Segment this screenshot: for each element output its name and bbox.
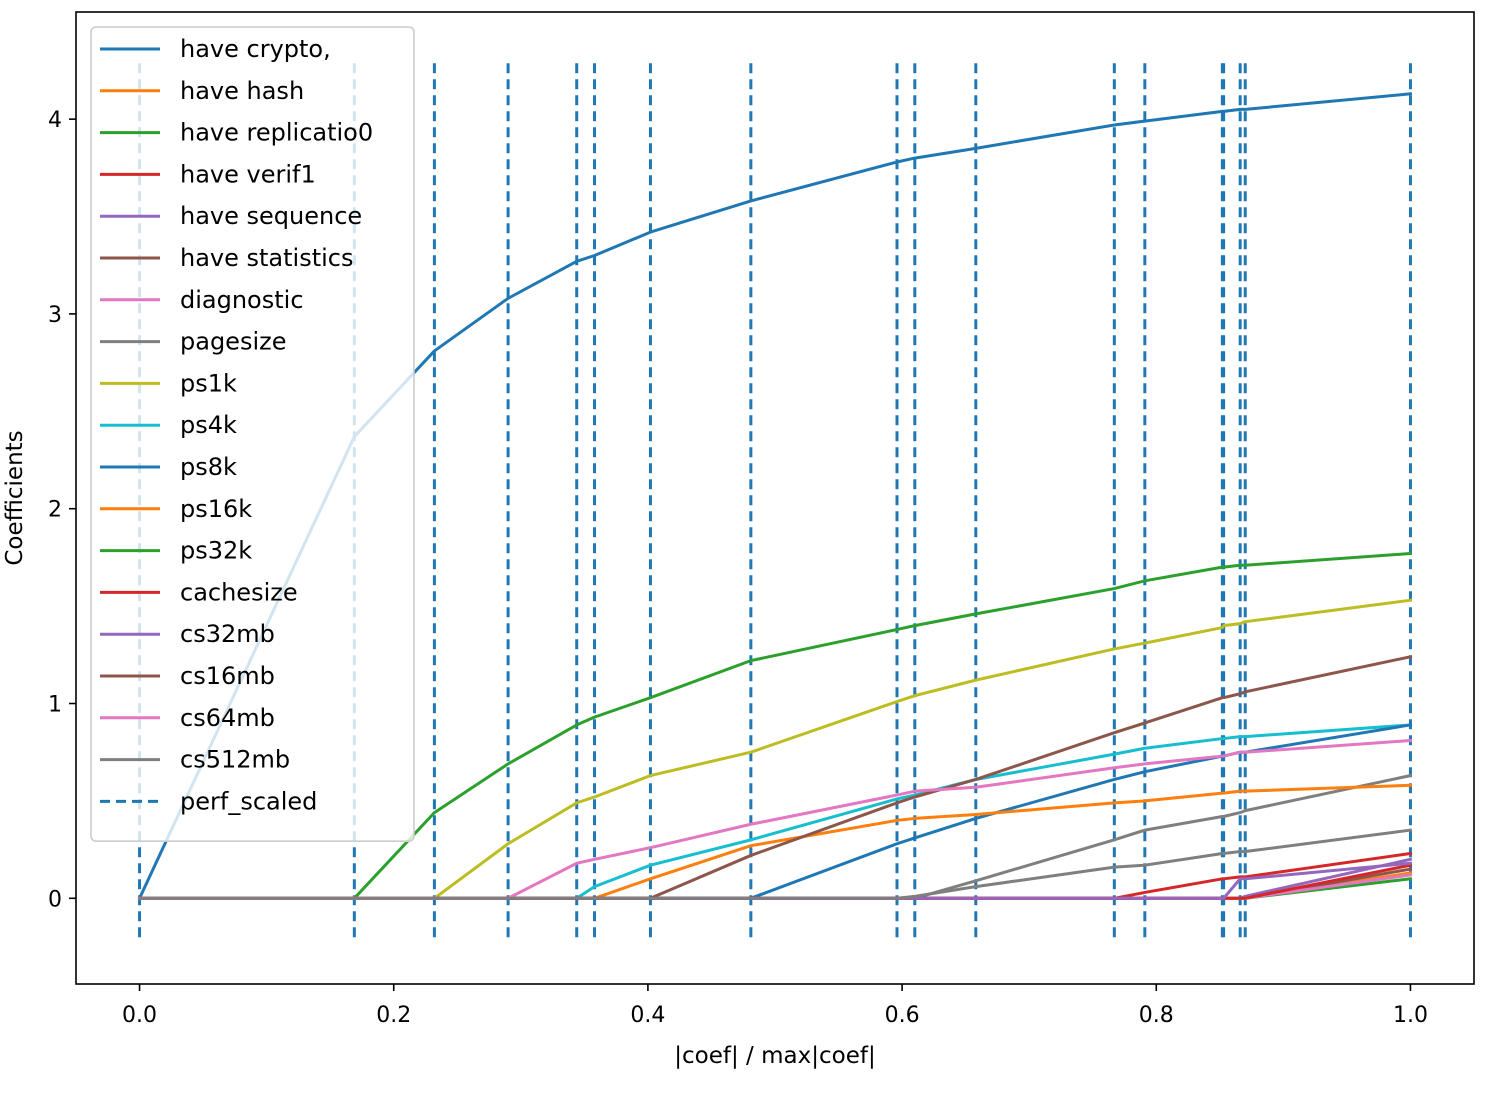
y-axis: 0 1 2 3 4 [48,108,76,912]
legend-label-ps8k: ps8k [180,453,237,481]
y-tick-label: 1 [48,693,62,718]
y-tick-label: 3 [48,303,62,328]
series-line-ps1k [138,598,1413,900]
y-tick-label: 2 [48,498,62,523]
legend-label-have-hash: have hash [180,77,304,105]
x-axis-label: |coef| / max|coef| [674,1043,875,1069]
series-line-have-crypto [137,92,1413,901]
series-line-cs512mb [138,828,1413,900]
plot-frame [75,11,1475,985]
legend: have crypto, have hash have replicatio0 hav… [90,26,415,843]
x-tick-label: 0.6 [885,1003,920,1028]
legend-label-ps1k: ps1k [180,369,237,397]
legend-label-cs16mb: cs16mb [180,662,275,690]
legend-label-perf-scaled: perf_scaled [180,787,317,815]
x-tick-label: 0.8 [1139,1003,1174,1028]
legend-label-ps4k: ps4k [180,411,237,439]
legend-label-ps16k: ps16k [180,495,252,523]
legend-label-have-replicatio0: have replicatio0 [180,119,373,147]
perf-scaled-lines [138,60,1412,938]
legend-label-pagesize: pagesize [180,328,286,356]
y-axis-label: Coefficients [2,430,28,565]
x-tick-label: 0.0 [122,1003,157,1028]
legend-label-cs32mb: cs32mb [180,620,275,648]
legend-label-have-crypto: have crypto, [180,35,331,63]
y-tick-label: 4 [48,108,62,133]
x-tick-label: 0.2 [376,1003,411,1028]
series-lines [137,92,1413,901]
legend-label-have-sequence: have sequence [180,202,362,230]
x-axis: 0.0 0.2 0.4 0.6 0.8 1.0 [122,984,1428,1028]
x-tick-label: 0.4 [630,1003,665,1028]
legend-label-have-statistics: have statistics [180,244,354,272]
legend-box [90,26,415,843]
legend-label-diagnostic: diagnostic [180,286,304,314]
y-tick-label: 0 [48,887,62,912]
legend-label-have-verif1: have verif1 [180,160,316,188]
legend-label-cs64mb: cs64mb [180,704,275,732]
legend-label-cs512mb: cs512mb [180,746,290,774]
legend-label-ps32k: ps32k [180,537,252,565]
legend-label-cachesize: cachesize [180,578,298,606]
x-tick-label: 1.0 [1393,1003,1428,1028]
series-line-ps32k [138,551,1413,900]
